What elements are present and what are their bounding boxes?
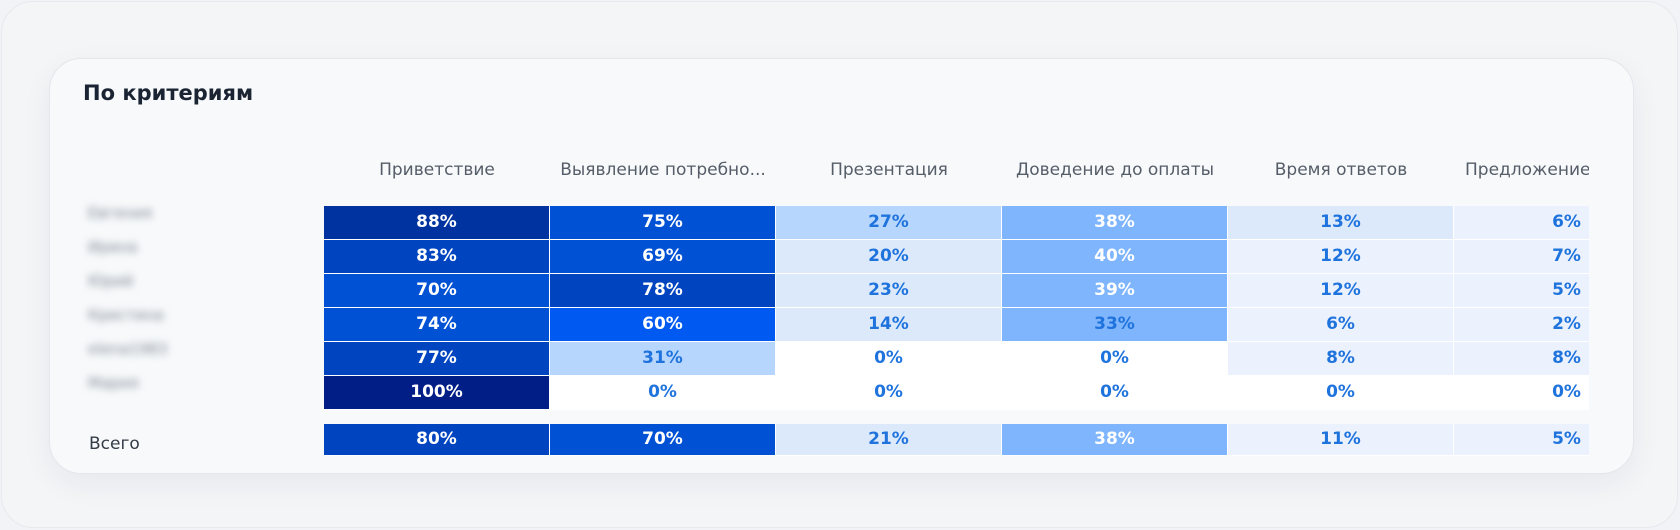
score-cell-offer[interactable]: 0% bbox=[1454, 376, 1589, 410]
score-cell-response-time[interactable]: 13% bbox=[1228, 206, 1454, 240]
score-cell-response-time[interactable]: 8% bbox=[1228, 342, 1454, 376]
column-header-greeting[interactable]: Приветствие bbox=[379, 160, 495, 180]
column-header-presentation[interactable]: Презентация bbox=[830, 160, 948, 180]
score-cell-offer[interactable]: 8% bbox=[1454, 342, 1589, 376]
criteria-card: По критериям Приветствие Выявление потре… bbox=[49, 58, 1634, 474]
total-cell-offer[interactable]: 5% bbox=[1454, 424, 1589, 456]
score-cell-needs[interactable]: 78% bbox=[550, 274, 776, 308]
total-cell-greeting[interactable]: 80% bbox=[324, 424, 550, 456]
score-cell-payment[interactable]: 39% bbox=[1002, 274, 1228, 308]
score-cell-needs[interactable]: 60% bbox=[550, 308, 776, 342]
criteria-table: Приветствие Выявление потребно... Презен… bbox=[50, 59, 1589, 475]
column-header-response-time[interactable]: Время ответов bbox=[1274, 160, 1408, 180]
score-cell-greeting[interactable]: 88% bbox=[324, 206, 550, 240]
column-header-needs[interactable]: Выявление потребно... bbox=[560, 160, 766, 180]
row-name[interactable]: Евгения bbox=[88, 204, 153, 222]
score-cell-needs[interactable]: 75% bbox=[550, 206, 776, 240]
score-cell-payment[interactable]: 38% bbox=[1002, 206, 1228, 240]
score-cell-response-time[interactable]: 12% bbox=[1228, 274, 1454, 308]
score-cell-greeting[interactable]: 70% bbox=[324, 274, 550, 308]
row-name[interactable]: Юрий bbox=[88, 272, 134, 290]
score-cell-presentation[interactable]: 14% bbox=[776, 308, 1002, 342]
score-cell-offer[interactable]: 2% bbox=[1454, 308, 1589, 342]
score-cell-presentation[interactable]: 23% bbox=[776, 274, 1002, 308]
score-cell-payment[interactable]: 0% bbox=[1002, 342, 1228, 376]
row-name[interactable]: Кристина bbox=[88, 306, 164, 324]
score-cell-greeting[interactable]: 100% bbox=[324, 376, 550, 410]
column-header-offer[interactable]: Предложение выбр bbox=[1465, 160, 1589, 180]
score-cell-needs[interactable]: 0% bbox=[550, 376, 776, 410]
score-cell-presentation[interactable]: 0% bbox=[776, 342, 1002, 376]
score-cell-presentation[interactable]: 27% bbox=[776, 206, 1002, 240]
row-name[interactable]: elena1983 bbox=[88, 340, 168, 358]
score-cell-offer[interactable]: 5% bbox=[1454, 274, 1589, 308]
score-cell-response-time[interactable]: 12% bbox=[1228, 240, 1454, 274]
row-name[interactable]: Мария bbox=[88, 374, 139, 392]
column-header-payment[interactable]: Доведение до оплаты bbox=[1015, 160, 1215, 180]
score-cell-presentation[interactable]: 20% bbox=[776, 240, 1002, 274]
score-cell-needs[interactable]: 69% bbox=[550, 240, 776, 274]
total-cell-presentation[interactable]: 21% bbox=[776, 424, 1002, 456]
total-cell-response-time[interactable]: 11% bbox=[1228, 424, 1454, 456]
score-cell-needs[interactable]: 31% bbox=[550, 342, 776, 376]
total-cell-payment[interactable]: 38% bbox=[1002, 424, 1228, 456]
score-cell-greeting[interactable]: 83% bbox=[324, 240, 550, 274]
total-row-label: Всего bbox=[89, 434, 140, 454]
score-cell-greeting[interactable]: 77% bbox=[324, 342, 550, 376]
total-cell-needs[interactable]: 70% bbox=[550, 424, 776, 456]
score-cell-response-time[interactable]: 0% bbox=[1228, 376, 1454, 410]
score-cell-presentation[interactable]: 0% bbox=[776, 376, 1002, 410]
score-cell-offer[interactable]: 7% bbox=[1454, 240, 1589, 274]
score-cell-payment[interactable]: 0% bbox=[1002, 376, 1228, 410]
score-cell-payment[interactable]: 40% bbox=[1002, 240, 1228, 274]
score-cell-greeting[interactable]: 74% bbox=[324, 308, 550, 342]
row-name[interactable]: Ирина bbox=[88, 238, 138, 256]
score-cell-response-time[interactable]: 6% bbox=[1228, 308, 1454, 342]
score-cell-offer[interactable]: 6% bbox=[1454, 206, 1589, 240]
card-title: По критериям bbox=[83, 81, 254, 105]
score-cell-payment[interactable]: 33% bbox=[1002, 308, 1228, 342]
